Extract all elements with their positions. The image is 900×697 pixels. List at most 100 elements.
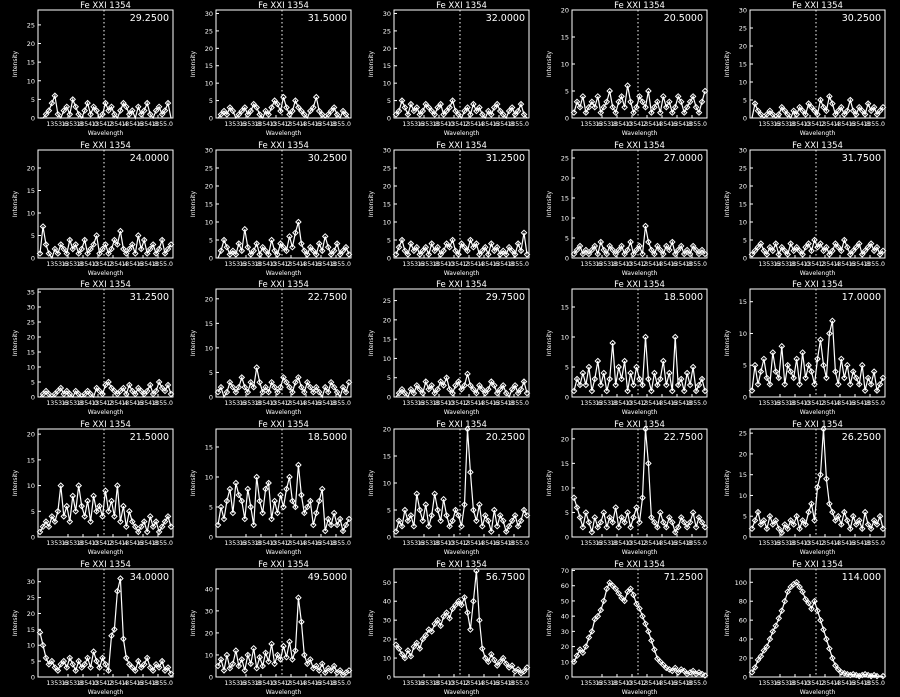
data-point — [579, 93, 587, 100]
data-point — [226, 378, 234, 386]
data-point — [843, 107, 851, 115]
x-tick-label: 1354.6 — [655, 261, 677, 268]
x-tick-label: 1354.6 — [299, 680, 321, 687]
data-point — [440, 247, 447, 255]
data-point — [75, 482, 83, 489]
data-point — [802, 521, 809, 528]
y-tick-label: 0 — [743, 394, 747, 402]
panel-frame — [749, 149, 886, 259]
data-point — [680, 387, 688, 395]
data-point — [633, 504, 640, 511]
data-point — [137, 245, 145, 253]
data-point — [624, 82, 631, 89]
data-point — [778, 103, 786, 111]
data-point — [274, 388, 281, 396]
data-point — [600, 246, 608, 254]
data-point — [654, 655, 661, 663]
data-point — [262, 247, 269, 255]
data-point — [410, 643, 418, 651]
data-point — [72, 387, 80, 395]
data-point — [158, 523, 166, 531]
data-point — [75, 250, 83, 257]
data-point — [671, 528, 679, 536]
y-tick-label: 20 — [205, 295, 213, 303]
data-point — [125, 381, 133, 389]
data-point — [69, 245, 76, 253]
y-tick-label: 20 — [561, 435, 569, 443]
data-point — [511, 251, 519, 258]
data-point — [585, 250, 593, 258]
data-point — [517, 247, 525, 255]
x-tick-label: 1353.6 — [224, 680, 246, 687]
data-point — [867, 380, 875, 388]
y-tick-label: 20 — [383, 45, 391, 53]
data-point — [775, 525, 783, 533]
data-point — [609, 518, 617, 526]
data-point — [214, 388, 222, 396]
data-point — [241, 104, 249, 111]
data-point — [793, 512, 801, 520]
data-point — [787, 517, 795, 524]
data-point — [784, 251, 792, 258]
y-tick-label: 0 — [743, 255, 747, 263]
data-point — [217, 503, 225, 511]
y-tick-label: 40 — [739, 636, 747, 644]
data-point — [250, 383, 258, 391]
data-point — [345, 515, 353, 523]
x-tick-label: 1354.8 — [848, 540, 870, 547]
data-point — [606, 87, 614, 95]
data-point — [42, 518, 50, 525]
y-tick-label: 0 — [209, 674, 213, 682]
data-point — [45, 660, 53, 668]
data-point — [283, 104, 290, 111]
y-tick-label: 15 — [561, 304, 569, 312]
y-tick-label: 20 — [27, 165, 35, 173]
x-tick-label: 1354.6 — [477, 400, 499, 407]
panel-frame — [215, 288, 352, 398]
data-point — [461, 501, 468, 508]
data-point — [478, 385, 486, 393]
data-point — [84, 497, 91, 505]
data-point — [416, 251, 424, 258]
data-point — [769, 247, 777, 255]
data-point — [837, 521, 845, 528]
data-point — [217, 111, 225, 118]
spectrum-line — [751, 238, 884, 257]
data-point — [161, 387, 169, 395]
panel-1: Fe XXI 135429.2500IntensityWavelength051… — [12, 1, 174, 137]
data-point — [852, 111, 860, 118]
data-point — [143, 528, 151, 536]
data-point — [274, 100, 281, 108]
panel-intensity-label: 30.2500 — [308, 153, 347, 164]
data-point — [455, 378, 462, 385]
data-point — [443, 512, 450, 519]
data-point — [152, 518, 160, 525]
data-point — [692, 103, 700, 111]
data-point — [158, 110, 166, 118]
data-point — [609, 246, 617, 254]
data-point — [760, 355, 768, 363]
data-point — [39, 641, 47, 649]
y-tick-label: 20 — [27, 431, 35, 439]
data-point — [54, 507, 62, 515]
data-point — [114, 587, 121, 595]
data-point — [627, 523, 634, 531]
data-point — [481, 243, 489, 251]
x-tick-label: 1353.8 — [239, 540, 261, 547]
x-tick-label: 1353.6 — [224, 540, 246, 547]
data-point — [146, 381, 154, 389]
data-point — [339, 527, 347, 535]
data-point — [665, 98, 673, 106]
data-point — [75, 390, 83, 398]
y-tick-label: 5 — [565, 509, 569, 517]
data-point — [298, 618, 305, 626]
data-point — [452, 107, 459, 115]
data-point — [582, 109, 590, 116]
panel-intensity-label: 17.0000 — [842, 292, 881, 303]
x-tick-label: 1355.0 — [863, 400, 885, 407]
y-axis-label: Intensity — [12, 190, 19, 217]
data-point — [659, 661, 667, 669]
data-point — [87, 245, 94, 253]
data-point — [858, 671, 866, 679]
data-point — [63, 664, 71, 671]
